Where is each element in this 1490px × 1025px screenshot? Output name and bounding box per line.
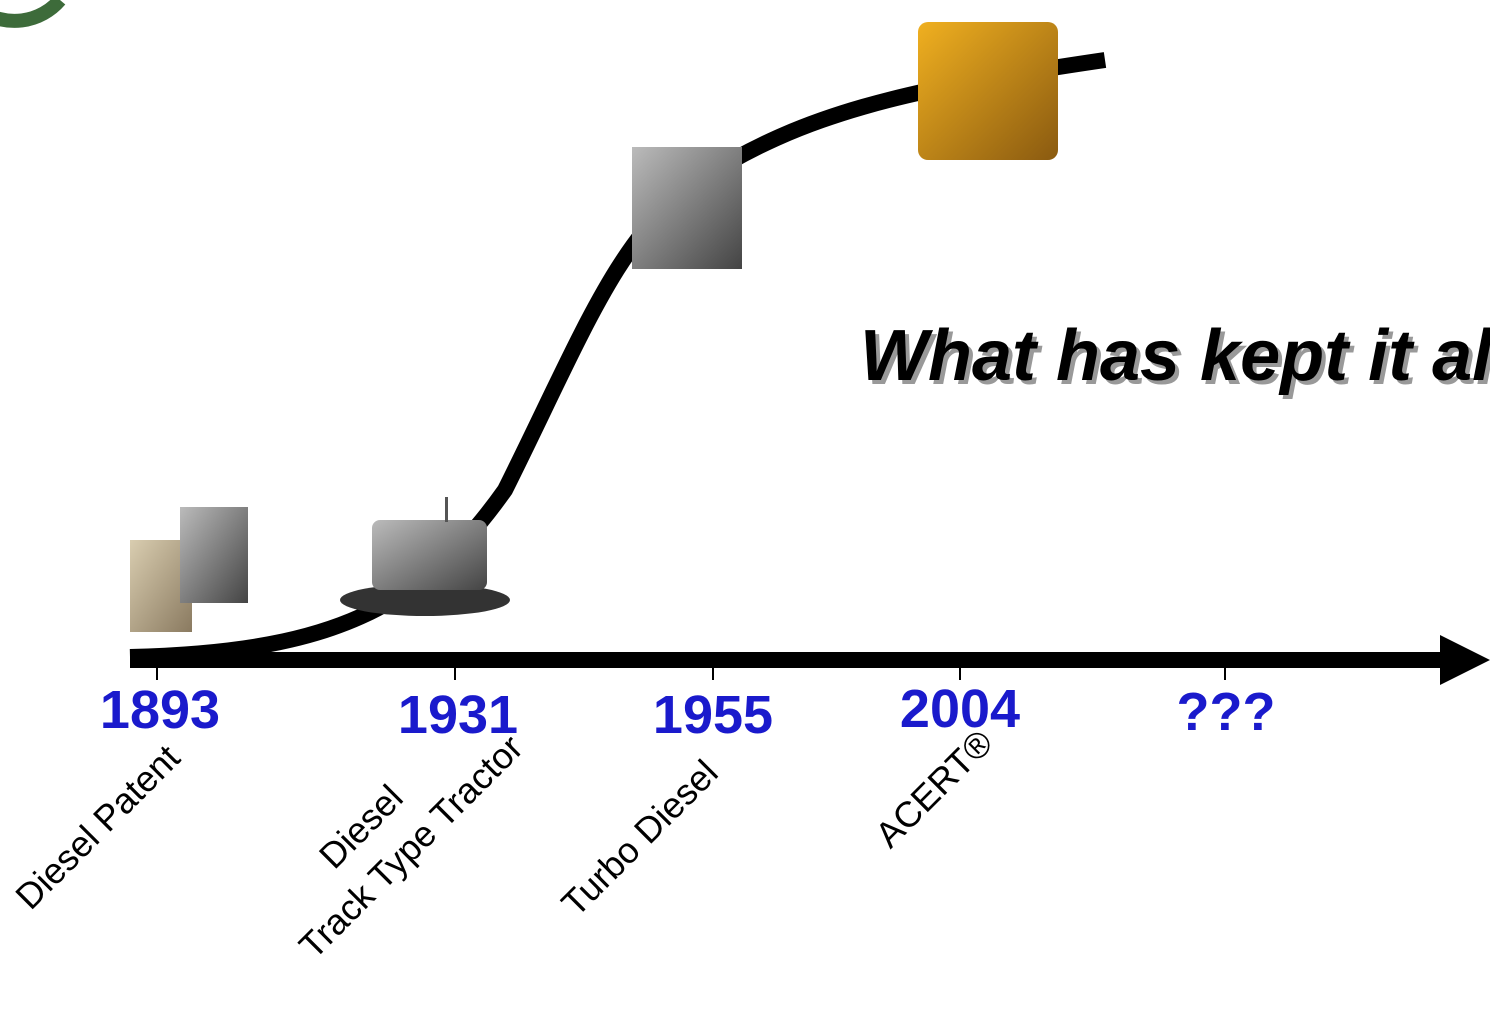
- timeline-axis: [130, 635, 1490, 685]
- acert-engine-image: [918, 22, 1058, 160]
- milestone-label: Diesel Patent: [7, 737, 187, 917]
- title: What has kept it ali: [860, 316, 1490, 396]
- logo: [0, 0, 60, 21]
- slide: What has kept it ali What has kept it al…: [0, 0, 1490, 1025]
- turbo-engine-image: [632, 147, 742, 269]
- milestone-label: ACERT®: [867, 722, 1001, 856]
- year: 1893: [100, 680, 220, 740]
- year: 1955: [653, 685, 773, 745]
- engine-image: [180, 507, 248, 603]
- year: ???: [1177, 682, 1276, 742]
- year: 2004: [900, 679, 1020, 739]
- milestone-label: Turbo Diesel: [553, 752, 725, 924]
